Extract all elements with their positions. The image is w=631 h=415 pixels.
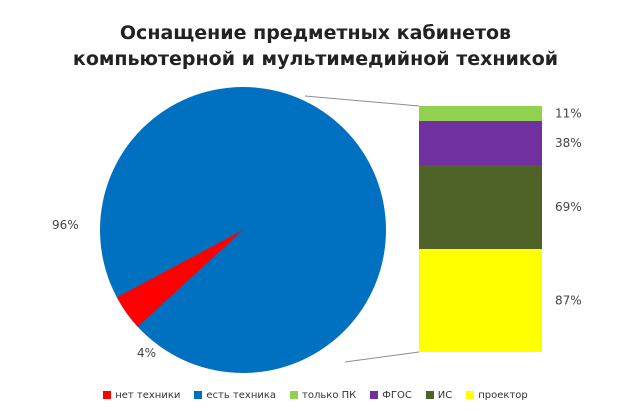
legend-label: только ПК — [302, 389, 357, 401]
legend-label: ИС — [437, 389, 453, 401]
chart-title: Оснащение предметных кабинетов компьютер… — [40, 20, 591, 72]
legend-label: проектор — [478, 389, 528, 401]
legend-swatch — [103, 391, 112, 399]
bar-segment-is — [419, 165, 542, 249]
bar-label-projector: 87% — [555, 294, 582, 308]
chart-title-line1: Оснащение предметных кабинетов — [119, 22, 512, 44]
bar-label-only-pc: 11% — [555, 107, 582, 121]
legend-item-has-tech: есть техника — [194, 390, 276, 401]
legend-item-is: ИС — [425, 389, 453, 401]
bar-segment-fgos — [419, 121, 542, 165]
bar-label-is: 69% — [555, 200, 582, 214]
pie-slice-no-tech — [116, 230, 243, 327]
bar-segment-only-pc — [419, 106, 542, 121]
legend-item-no-tech: нет техники — [103, 390, 180, 401]
chart-title-line2: компьютерной и мультимедийной техникой — [72, 48, 559, 70]
legend-label: есть техника — [206, 389, 277, 401]
legend-swatch — [370, 391, 379, 399]
legend-item-projector: проектор — [466, 390, 528, 401]
connector-line-top — [304, 95, 420, 107]
legend-label: нет техники — [115, 389, 181, 401]
legend-swatch — [425, 391, 434, 399]
chart-legend: нет техники есть техника только ПК ФГОС … — [0, 384, 631, 406]
legend-swatch — [290, 391, 299, 399]
legend-item-fgos: ФГОС — [370, 390, 412, 401]
legend-label: ФГОС — [382, 389, 412, 401]
bar-label-fgos: 38% — [555, 136, 582, 150]
legend-swatch — [194, 391, 203, 399]
bar-segment-projector — [419, 249, 542, 352]
connector-line-bottom — [344, 351, 420, 363]
legend-swatch — [466, 391, 475, 399]
pie-label-has-tech: 96% — [52, 218, 79, 232]
legend-item-only-pc: только ПК — [290, 390, 356, 401]
pie-label-no-tech: 4% — [137, 346, 156, 360]
